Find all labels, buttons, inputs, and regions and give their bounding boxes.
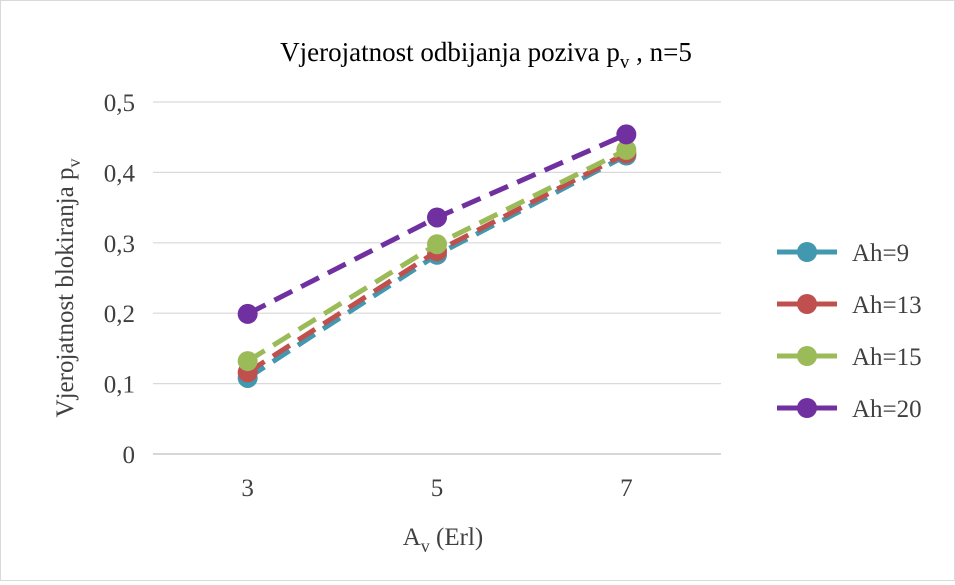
x-axis-ticks: 3 5 7	[241, 475, 632, 502]
series-3	[237, 139, 637, 372]
data-point	[427, 207, 447, 228]
data-point	[237, 351, 258, 372]
series-4	[237, 124, 637, 324]
x-axis-title: Av (Erl)	[403, 524, 484, 556]
legend-entry: Ah=13	[777, 292, 922, 319]
y-tick-label: 0,3	[104, 231, 135, 258]
x-tick-label: 3	[241, 475, 254, 502]
x-tick-label: 5	[431, 475, 444, 502]
chart-title-main: Vjerojatnost odbijanja poziva p	[280, 37, 620, 67]
y-axis-title: Vjerojatnost blokiranja pv	[52, 159, 84, 418]
data-point	[616, 124, 637, 145]
y-tick-label: 0,4	[104, 160, 136, 187]
y-tick-label: 0,5	[104, 90, 135, 117]
legend-swatch-marker	[797, 294, 817, 314]
series-lines	[237, 124, 637, 388]
x-axis-title-main: A	[403, 524, 421, 551]
y-tick-label: 0,2	[104, 301, 135, 328]
chart-title-subscript: v	[620, 52, 630, 73]
legend-entry: Ah=20	[777, 396, 922, 423]
chart-title: Vjerojatnost odbijanja poziva pv , n=5	[280, 37, 692, 73]
y-axis-title-main: Vjerojatnost blokiranja p	[52, 168, 79, 418]
legend-label: Ah=9	[852, 240, 909, 267]
y-axis-title-subscript: v	[64, 159, 84, 168]
series-1	[237, 145, 637, 388]
chart-title-suffix: , n=5	[629, 37, 691, 67]
legend-entry: Ah=9	[777, 240, 909, 267]
series-line	[246, 153, 628, 381]
legend: Ah=9 Ah=13 Ah=15 Ah=20	[777, 240, 922, 423]
data-point	[427, 234, 447, 255]
x-tick-label: 7	[620, 475, 633, 502]
legend-label: Ah=20	[852, 396, 922, 423]
legend-entry: Ah=15	[777, 344, 922, 371]
x-axis-title-suffix: (Erl)	[430, 524, 483, 551]
y-axis-ticks: 0 0,1 0,2 0,3 0,4 0,5	[104, 90, 136, 469]
legend-label: Ah=15	[852, 344, 922, 371]
y-tick-label: 0	[123, 442, 136, 469]
legend-swatch-marker	[797, 398, 817, 418]
x-axis-title-subscript: v	[421, 536, 430, 556]
data-point	[616, 139, 637, 160]
legend-label: Ah=13	[852, 292, 922, 319]
y-tick-label: 0,1	[104, 372, 135, 399]
data-point	[237, 303, 258, 324]
legend-swatch-marker	[797, 346, 817, 366]
legend-swatch-marker	[797, 242, 817, 262]
